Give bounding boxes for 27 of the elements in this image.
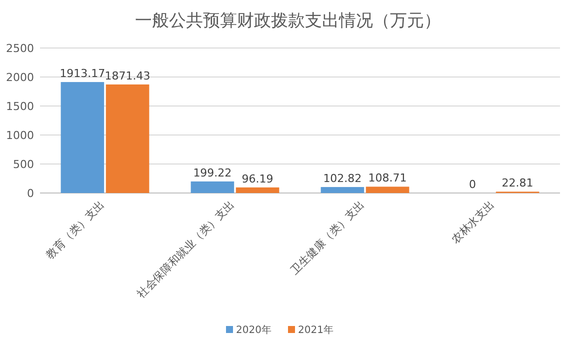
data-label: 0	[468, 178, 476, 191]
y-tick-label: 1000	[6, 129, 34, 142]
y-tick-label: 2500	[6, 42, 34, 55]
data-label: 1913.17	[60, 67, 106, 80]
bar	[236, 187, 280, 193]
data-label: 108.71	[368, 172, 407, 185]
y-tick-label: 0	[27, 187, 34, 200]
data-label: 199.22	[193, 166, 232, 180]
x-tick-label: 社会保障和就业（类）支出	[134, 198, 238, 300]
legend-label: 2021年	[298, 324, 334, 336]
bar	[190, 181, 234, 193]
x-tick-label: 农林水支出	[449, 198, 498, 246]
bar	[320, 187, 364, 193]
y-tick-label: 2000	[6, 71, 34, 84]
y-tick-label: 1500	[6, 100, 34, 113]
bar	[366, 186, 410, 193]
legend-label: 2020年	[236, 324, 272, 336]
data-label: 102.82	[323, 172, 362, 186]
y-tick-label: 500	[13, 158, 34, 171]
data-label: 22.81	[502, 176, 534, 190]
bar	[60, 82, 104, 193]
data-label: 96.19	[242, 172, 274, 186]
x-tick-label: 教育（类）支出	[43, 198, 108, 262]
data-label: 1871.43	[104, 69, 150, 82]
bar	[106, 84, 150, 193]
x-tick-label: 卫生健康（类）支出	[288, 198, 368, 278]
chart-title: 一般公共预算财政拨款支出情况（万元）	[135, 11, 441, 31]
